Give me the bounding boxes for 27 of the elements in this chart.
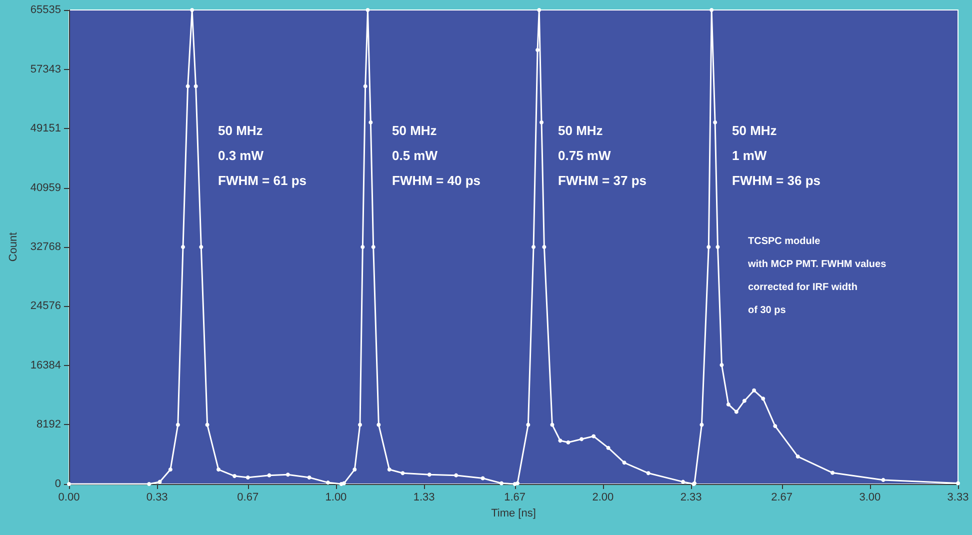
y-axis-title: Count [8, 232, 20, 262]
text: TCSPC module with MCP PMT. FWHM values corrected for IRF width of 30 ps [748, 236, 886, 316]
annotation: 50 MHz 0.3 mW FWHM = 61 ps [218, 123, 306, 188]
y-tick-label: 40959 [30, 182, 61, 194]
y-tick-label: 16384 [30, 360, 61, 372]
y-tick-label: 24576 [30, 300, 61, 312]
x-tick-label: 3.00 [859, 492, 881, 504]
y-tick-label: 57343 [30, 63, 61, 76]
y-tick-label: 8192 [36, 418, 61, 431]
x-tick-label: 3.33 [947, 492, 969, 504]
x-tick-label: 1.67 [504, 492, 526, 504]
x-tick-label: 0.67 [237, 492, 259, 504]
annotation: 50 MHz 1 mW FWHM = 36 ps [732, 123, 820, 188]
x-tick-label: 0.33 [146, 492, 168, 504]
y-tick-label: 65535 [30, 4, 61, 16]
x-tick-label: 2.33 [680, 492, 702, 504]
x-tick-label: 1.33 [413, 492, 435, 504]
x-tick-label: 1.00 [325, 492, 347, 504]
x-tick-label: 0.00 [58, 492, 80, 504]
x-tick-label: 2.67 [771, 492, 793, 504]
y-tick-label: 0 [54, 478, 61, 490]
x-tick-label: 2.00 [592, 492, 614, 504]
x-axis-title: Time [ns] [491, 507, 536, 520]
annotation: 50 MHz 0.75 mW FWHM = 37 ps [558, 123, 646, 188]
annotation: 50 MHz 0.5 mW FWHM = 40 ps [392, 123, 480, 188]
y-tick-label: 49151 [30, 122, 61, 134]
y-tick-label: 32768 [30, 240, 61, 253]
